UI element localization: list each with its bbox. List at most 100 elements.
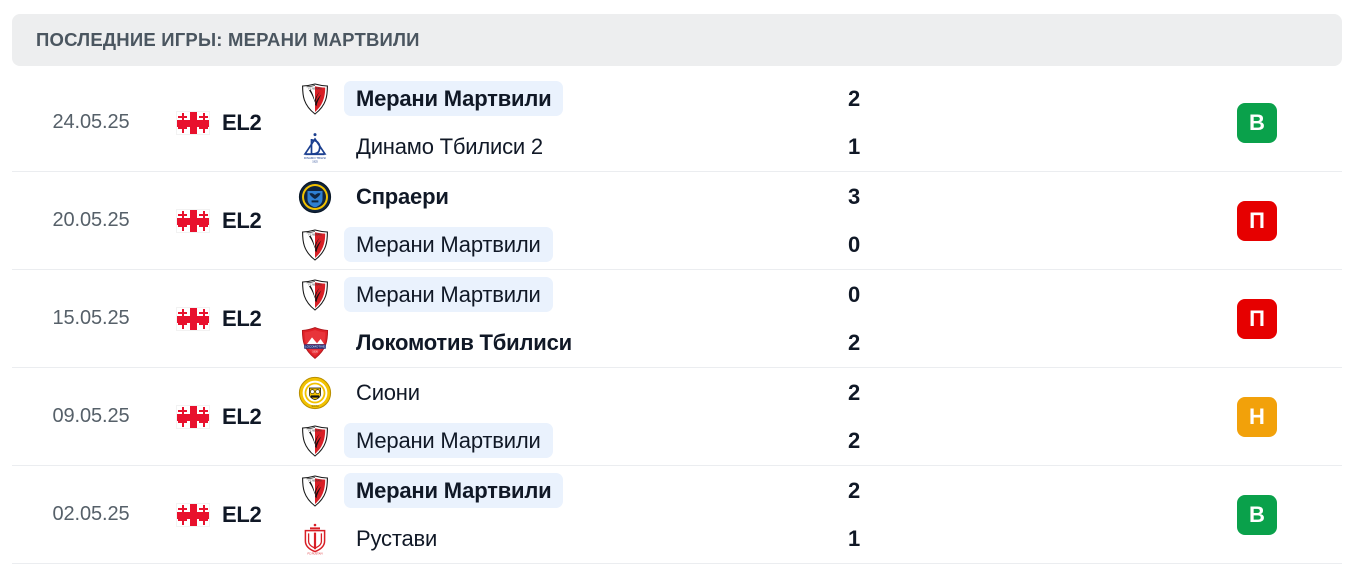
team-name-home[interactable]: Сиони [356, 379, 420, 405]
status-badge: В [1237, 102, 1277, 143]
score-line-away: 1 [842, 520, 1172, 558]
score-home: 2 [848, 477, 861, 503]
league-cell[interactable]: EL2 [170, 110, 298, 136]
merani-martvili-crest-icon: FC MERANI [298, 82, 332, 116]
rustavi-crest-icon: FC RUSTAVI [298, 522, 332, 556]
team-name-away[interactable]: Мерани Мартвили [344, 226, 553, 263]
score-home: 0 [848, 281, 861, 307]
score-away: 1 [848, 525, 861, 551]
match-date: 09.05.25 [52, 405, 130, 427]
merani-martvili-crest-icon: FC MERANI [298, 424, 332, 458]
match-date: 02.05.25 [52, 503, 130, 525]
team-line-away[interactable]: LOCOMOTIVE 1936 Локомотив Тбилиси [298, 324, 842, 362]
merani-martvili-crest-icon: FC MERANI [298, 278, 332, 312]
league-cell[interactable]: EL2 [170, 306, 298, 332]
score-line-home: 2 [842, 472, 1172, 510]
score-away: 2 [848, 329, 861, 355]
svg-text:1936: 1936 [312, 350, 318, 353]
status-badge: Н [1237, 396, 1277, 437]
svg-text:SIONI: SIONI [311, 404, 318, 408]
match-row[interactable]: 24.05.25 EL2 FC MERANI Мерани Мартвили DI… [12, 74, 1342, 172]
teams-cell: SIONI Сиони FC MERANI Мерани Мартвили [298, 374, 842, 460]
team-line-away[interactable]: FC RUSTAVI Рустави [298, 520, 842, 558]
result-cell: П [1172, 298, 1342, 339]
score-away: 0 [848, 231, 861, 257]
status-badge: П [1237, 200, 1277, 241]
svg-text:1925: 1925 [312, 160, 318, 163]
match-row[interactable]: 09.05.25 EL2 SIONI Сиони FC MERANI Мерани… [12, 368, 1342, 466]
svg-text:LOCOMOTIVE: LOCOMOTIVE [305, 344, 325, 348]
team-line-away[interactable]: FC MERANI Мерани Мартвили [298, 226, 842, 264]
team-line-home[interactable]: Спраери [298, 178, 842, 216]
score-line-away: 2 [842, 422, 1172, 460]
score-line-away: 0 [842, 226, 1172, 264]
team-name-away[interactable]: Мерани Мартвили [344, 422, 553, 459]
team-name-home[interactable]: Мерани Мартвили [344, 276, 553, 313]
team-name-away[interactable]: Локомотив Тбилиси [356, 329, 572, 355]
team-line-away[interactable]: DINAMO TBILISI 1925 Динамо Тбилиси 2 [298, 128, 842, 166]
score-home: 3 [848, 183, 861, 209]
georgia-flag-icon [176, 306, 210, 331]
svg-text:DINAMO TBILISI: DINAMO TBILISI [304, 156, 326, 160]
team-line-home[interactable]: FC MERANI Мерани Мартвили [298, 472, 842, 510]
svg-text:FC MERANI: FC MERANI [308, 87, 321, 90]
match-date: 20.05.25 [52, 209, 130, 231]
league-code[interactable]: EL2 [222, 207, 262, 233]
score-home: 2 [848, 379, 861, 405]
georgia-flag-icon [176, 208, 210, 233]
league-cell[interactable]: EL2 [170, 404, 298, 430]
match-date: 15.05.25 [52, 307, 130, 329]
status-badge: П [1237, 298, 1277, 339]
score-home: 2 [848, 85, 861, 111]
league-cell[interactable]: EL2 [170, 208, 298, 234]
team-name-home[interactable]: Спраери [356, 183, 449, 209]
team-line-home[interactable]: FC MERANI Мерани Мартвили [298, 80, 842, 118]
spraeri-crest-icon [298, 180, 332, 214]
league-code[interactable]: EL2 [222, 501, 262, 527]
team-name-home[interactable]: Мерани Мартвили [344, 80, 564, 117]
team-name-away[interactable]: Динамо Тбилиси 2 [356, 133, 543, 159]
score-line-home: 0 [842, 276, 1172, 314]
league-cell[interactable]: EL2 [170, 502, 298, 528]
score-line-home: 2 [842, 80, 1172, 118]
match-row[interactable]: 20.05.25 EL2 Спраери FC MERANI Мерани Мар… [12, 172, 1342, 270]
svg-text:FC RUSTAVI: FC RUSTAVI [307, 551, 322, 555]
league-code[interactable]: EL2 [222, 305, 262, 331]
league-code[interactable]: EL2 [222, 403, 262, 429]
svg-text:FC MERANI: FC MERANI [308, 233, 321, 236]
lokomotivi-tbilisi-crest-icon: LOCOMOTIVE 1936 [298, 326, 332, 360]
teams-cell: FC MERANI Мерани Мартвили DINAMO TBILISI… [298, 80, 842, 166]
teams-cell: FC MERANI Мерани Мартвили FC RUSTAVI Рус… [298, 472, 842, 558]
section-header: ПОСЛЕДНИЕ ИГРЫ: МЕРАНИ МАРТВИЛИ [12, 14, 1342, 66]
svg-text:FC MERANI: FC MERANI [308, 479, 321, 482]
teams-cell: Спраери FC MERANI Мерани Мартвили [298, 178, 842, 264]
match-row[interactable]: 02.05.25 EL2 FC MERANI Мерани Мартвили FC… [12, 466, 1342, 564]
svg-text:FC MERANI: FC MERANI [308, 429, 321, 432]
score-away: 2 [848, 427, 861, 453]
sioni-crest-icon: SIONI [298, 376, 332, 410]
georgia-flag-icon [176, 404, 210, 429]
result-cell: В [1172, 494, 1342, 535]
team-name-home[interactable]: Мерани Мартвили [344, 472, 564, 509]
team-line-home[interactable]: SIONI Сиони [298, 374, 842, 412]
merani-martvili-crest-icon: FC MERANI [298, 474, 332, 508]
svg-text:FC MERANI: FC MERANI [308, 283, 321, 286]
team-name-away[interactable]: Рустави [356, 525, 438, 551]
dinamo-tbilisi-2-crest-icon: DINAMO TBILISI 1925 [298, 130, 332, 164]
result-cell: В [1172, 102, 1342, 143]
merani-martvili-crest-icon: FC MERANI [298, 228, 332, 262]
team-line-home[interactable]: FC MERANI Мерани Мартвили [298, 276, 842, 314]
team-line-away[interactable]: FC MERANI Мерани Мартвили [298, 422, 842, 460]
match-list: 24.05.25 EL2 FC MERANI Мерани Мартвили DI… [12, 74, 1342, 564]
league-code[interactable]: EL2 [222, 109, 262, 135]
score-away: 1 [848, 133, 861, 159]
result-cell: Н [1172, 396, 1342, 437]
match-row[interactable]: 15.05.25 EL2 FC MERANI Мерани Мартвили LO… [12, 270, 1342, 368]
score-line-home: 3 [842, 178, 1172, 216]
result-cell: П [1172, 200, 1342, 241]
